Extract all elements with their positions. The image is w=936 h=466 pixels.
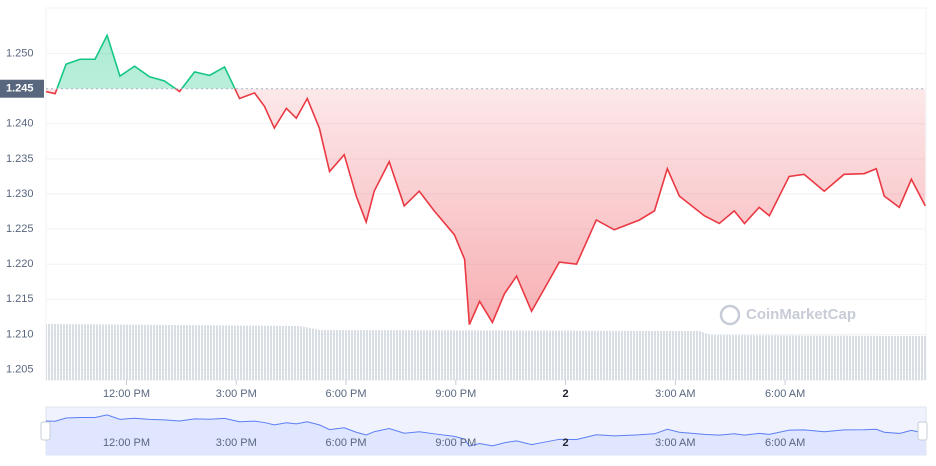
y-tick-label: 1.230 (6, 188, 34, 200)
x-tick-label: 3:00 AM (655, 388, 695, 400)
y-tick-label: 1.250 (6, 48, 34, 60)
baseline-label-box (0, 79, 44, 98)
x-tick-label: 3:00 PM (216, 388, 257, 400)
y-tick-label: 1.220 (6, 258, 34, 270)
navigator-line (45, 414, 926, 447)
navigator-handle-right[interactable] (917, 421, 928, 441)
x-tick-label: 6:00 PM (326, 388, 367, 400)
watermark-text: CoinMarketCap (746, 306, 856, 323)
baseline-label: 1.245 (6, 83, 34, 95)
volume-bars (46, 324, 926, 380)
y-tick-label: 1.240 (6, 118, 34, 130)
navigator-plot (45, 414, 926, 455)
navigator-tick-label: 6:00 AM (765, 437, 805, 449)
navigator-handle-left[interactable] (40, 421, 51, 441)
y-tick-label: 1.235 (6, 153, 34, 165)
y-tick-label: 1.225 (6, 223, 34, 235)
watermark: CoinMarketCap (719, 304, 856, 326)
navigator-tick-label: 2 (563, 437, 569, 449)
price-line-up (56, 33, 236, 89)
y-tick-label: 1.210 (6, 328, 34, 340)
navigator-tick-label: 12:00 PM (103, 437, 150, 449)
navigator-tick-label: 3:00 AM (655, 437, 695, 449)
area-down (46, 88, 926, 325)
x-tick-label: 9:00 PM (435, 388, 476, 400)
y-tick-label: 1.205 (6, 363, 34, 375)
x-tick-label: 2 (563, 388, 569, 400)
y-tick-label: 1.215 (6, 293, 34, 305)
navigator-tick-label: 9:00 PM (435, 437, 476, 449)
x-tick-label: 6:00 AM (765, 388, 805, 400)
area-up (56, 35, 235, 89)
navigator-area (46, 414, 926, 455)
navigator-tick-label: 6:00 PM (326, 437, 367, 449)
plot (46, 33, 926, 325)
x-tick-label: 12:00 PM (103, 388, 150, 400)
price-line-down (46, 88, 926, 325)
navigator-tick-label: 3:00 PM (216, 437, 257, 449)
